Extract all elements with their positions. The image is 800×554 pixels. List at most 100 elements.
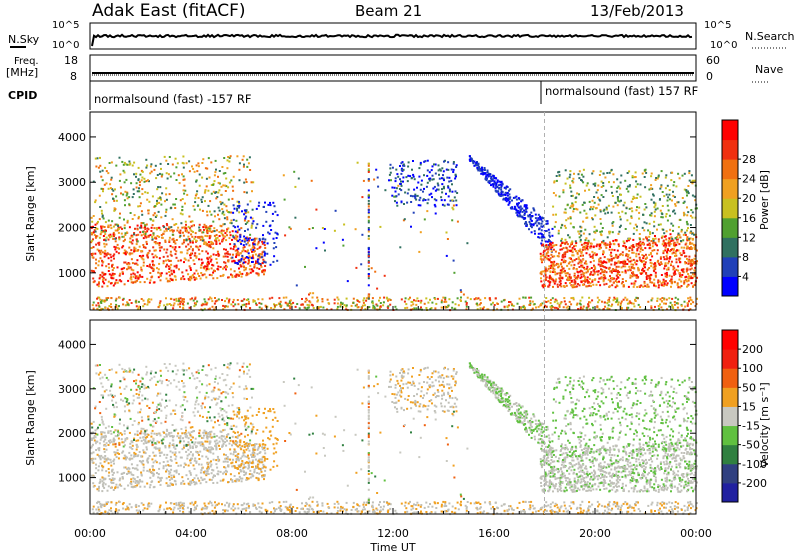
scatter-cell: [346, 280, 349, 283]
scatter-cell: [550, 307, 553, 310]
scatter-cell: [616, 256, 619, 259]
scatter-cell: [153, 212, 156, 215]
scatter-cell: [629, 276, 632, 279]
scatter-cell: [105, 470, 108, 473]
scatter-cell: [579, 277, 582, 280]
scatter-cell: [146, 457, 149, 460]
scatter-cell: [678, 261, 681, 264]
scatter-cell: [407, 174, 410, 177]
scatter-cell: [236, 207, 238, 210]
scatter-cell: [315, 247, 318, 250]
scatter-cell: [104, 221, 107, 224]
scatter-cell: [638, 211, 641, 214]
scatter-cell: [559, 284, 561, 287]
scatter-cell: [126, 473, 128, 475]
scatter-cell: [549, 243, 552, 246]
scatter-cell: [118, 237, 121, 239]
scatter-cell: [508, 189, 510, 192]
scatter-cell: [666, 251, 668, 254]
scatter-cell: [583, 262, 586, 265]
scatter-cell: [263, 250, 266, 253]
scatter-cell: [488, 174, 491, 177]
scatter-cell: [164, 445, 167, 447]
scatter-cell: [194, 296, 197, 299]
scatter-cell: [189, 451, 192, 453]
scatter-cell: [465, 308, 468, 311]
scatter-cell: [481, 170, 484, 173]
scatter-cell: [165, 187, 168, 190]
scatter-cell: [518, 297, 521, 300]
scatter-cell: [107, 297, 110, 299]
scatter-cell: [101, 179, 104, 182]
scatter-cell: [131, 239, 134, 242]
scatter-cell: [624, 212, 627, 215]
scatter-cell: [440, 301, 443, 304]
scatter-cell: [192, 464, 195, 467]
scatter-cell: [169, 464, 172, 467]
scatter-cell: [680, 230, 683, 233]
scatter-cell: [625, 239, 628, 242]
scatter-cell: [108, 478, 111, 481]
scatter-cell: [227, 156, 230, 158]
scatter-cell: [167, 265, 170, 268]
scatter-cell: [588, 200, 591, 203]
scatter-cell: [131, 164, 134, 167]
scatter-cell: [159, 279, 162, 282]
scatter-cell: [367, 255, 370, 258]
scatter-cell: [675, 254, 678, 257]
scatter-cell: [635, 274, 638, 277]
scatter-cell: [99, 257, 102, 260]
scatter-cell: [476, 166, 479, 169]
scatter-cell: [223, 223, 226, 226]
scatter-cell: [232, 301, 235, 304]
scatter-cell: [580, 173, 583, 176]
scatter-cell: [657, 238, 660, 241]
scatter-cell: [564, 242, 567, 245]
scatter-cell: [644, 247, 647, 250]
scatter-cell: [191, 249, 194, 252]
scatter-cell: [614, 280, 617, 283]
scatter-cell: [217, 191, 220, 194]
scatter-cell: [653, 206, 656, 209]
scatter-cell: [172, 269, 175, 272]
scatter-cell: [182, 178, 185, 181]
scatter-cell: [119, 432, 122, 435]
scatter-cell: [189, 480, 192, 483]
scatter-cell: [237, 458, 239, 460]
scatter-cell: [605, 261, 608, 264]
scatter-cell: [224, 469, 227, 472]
scatter-cell: [210, 460, 212, 463]
scatter-cell: [198, 235, 201, 238]
scatter-cell: [590, 245, 593, 248]
scatter-cell: [604, 176, 607, 179]
scatter-cell: [434, 212, 437, 215]
scatter-cell: [245, 274, 248, 277]
scatter-cell: [418, 199, 421, 202]
scatter-cell: [208, 227, 211, 230]
scatter-cell: [608, 181, 610, 184]
scatter-cell: [113, 209, 116, 212]
scatter-cell: [479, 298, 482, 301]
scatter-cell: [545, 297, 548, 299]
scatter-cell: [395, 187, 398, 190]
scatter-cell: [546, 269, 549, 272]
scatter-cell: [138, 274, 141, 277]
scatter-cell: [609, 270, 612, 273]
scatter-cell: [140, 210, 143, 213]
scatter-cell: [139, 231, 142, 234]
scatter-cell: [591, 279, 594, 282]
scatter-cell: [228, 231, 231, 234]
scatter-cell: [594, 231, 597, 234]
scatter-cell: [201, 467, 204, 470]
colorbar-swatch: [722, 217, 738, 238]
scatter-cell: [635, 263, 638, 266]
scatter-cell: [219, 470, 222, 473]
scatter-cell: [101, 271, 104, 274]
scatter-cell: [110, 303, 112, 306]
scatter-cell: [189, 254, 192, 257]
scatter-cell: [139, 281, 142, 284]
scatter-cell: [294, 216, 297, 219]
scatter-cell: [677, 226, 680, 229]
scatter-cell: [471, 159, 473, 162]
scatter-cell: [183, 261, 185, 264]
